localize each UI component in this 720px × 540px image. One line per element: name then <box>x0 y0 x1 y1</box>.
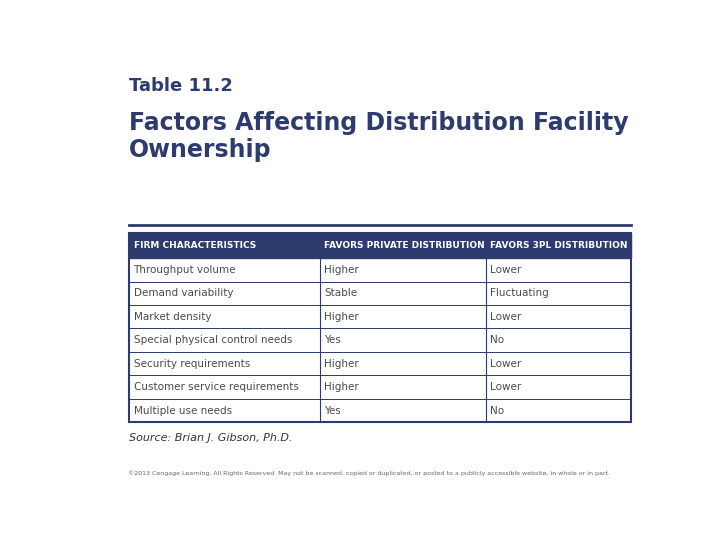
Text: Multiple use needs: Multiple use needs <box>133 406 232 416</box>
Text: Factors Affecting Distribution Facility
Ownership: Factors Affecting Distribution Facility … <box>129 111 629 163</box>
Text: Higher: Higher <box>324 265 359 275</box>
Text: FIRM CHARACTERISTICS: FIRM CHARACTERISTICS <box>133 241 256 250</box>
FancyBboxPatch shape <box>129 328 631 352</box>
Text: Special physical control needs: Special physical control needs <box>133 335 292 345</box>
Text: No: No <box>490 335 504 345</box>
Text: Table 11.2: Table 11.2 <box>129 77 233 95</box>
Text: FAVORS 3PL DISTRIBUTION: FAVORS 3PL DISTRIBUTION <box>490 241 628 250</box>
Text: Source: Brian J. Gibson, Ph.D.: Source: Brian J. Gibson, Ph.D. <box>129 433 292 443</box>
Text: Security requirements: Security requirements <box>133 359 250 369</box>
FancyBboxPatch shape <box>129 233 631 258</box>
Text: Yes: Yes <box>324 406 341 416</box>
FancyBboxPatch shape <box>129 375 631 399</box>
FancyBboxPatch shape <box>129 305 631 328</box>
Text: No: No <box>490 406 504 416</box>
Text: Yes: Yes <box>324 335 341 345</box>
Text: Stable: Stable <box>324 288 358 298</box>
Text: FAVORS PRIVATE DISTRIBUTION: FAVORS PRIVATE DISTRIBUTION <box>324 241 485 250</box>
FancyBboxPatch shape <box>129 281 631 305</box>
FancyBboxPatch shape <box>129 399 631 422</box>
Text: Lower: Lower <box>490 382 521 392</box>
Text: Customer service requirements: Customer service requirements <box>133 382 298 392</box>
Text: Fluctuating: Fluctuating <box>490 288 549 298</box>
Text: Market density: Market density <box>133 312 211 322</box>
Text: Lower: Lower <box>490 265 521 275</box>
Text: Demand variability: Demand variability <box>133 288 233 298</box>
Text: Lower: Lower <box>490 312 521 322</box>
Text: Throughput volume: Throughput volume <box>133 265 236 275</box>
Text: Lower: Lower <box>490 359 521 369</box>
Text: Higher: Higher <box>324 312 359 322</box>
Text: Higher: Higher <box>324 382 359 392</box>
Text: Higher: Higher <box>324 359 359 369</box>
Text: ©2013 Cengage Learning. All Rights Reserved. May not be scanned, copied or dupli: ©2013 Cengage Learning. All Rights Reser… <box>128 470 610 476</box>
FancyBboxPatch shape <box>129 352 631 375</box>
FancyBboxPatch shape <box>129 258 631 281</box>
